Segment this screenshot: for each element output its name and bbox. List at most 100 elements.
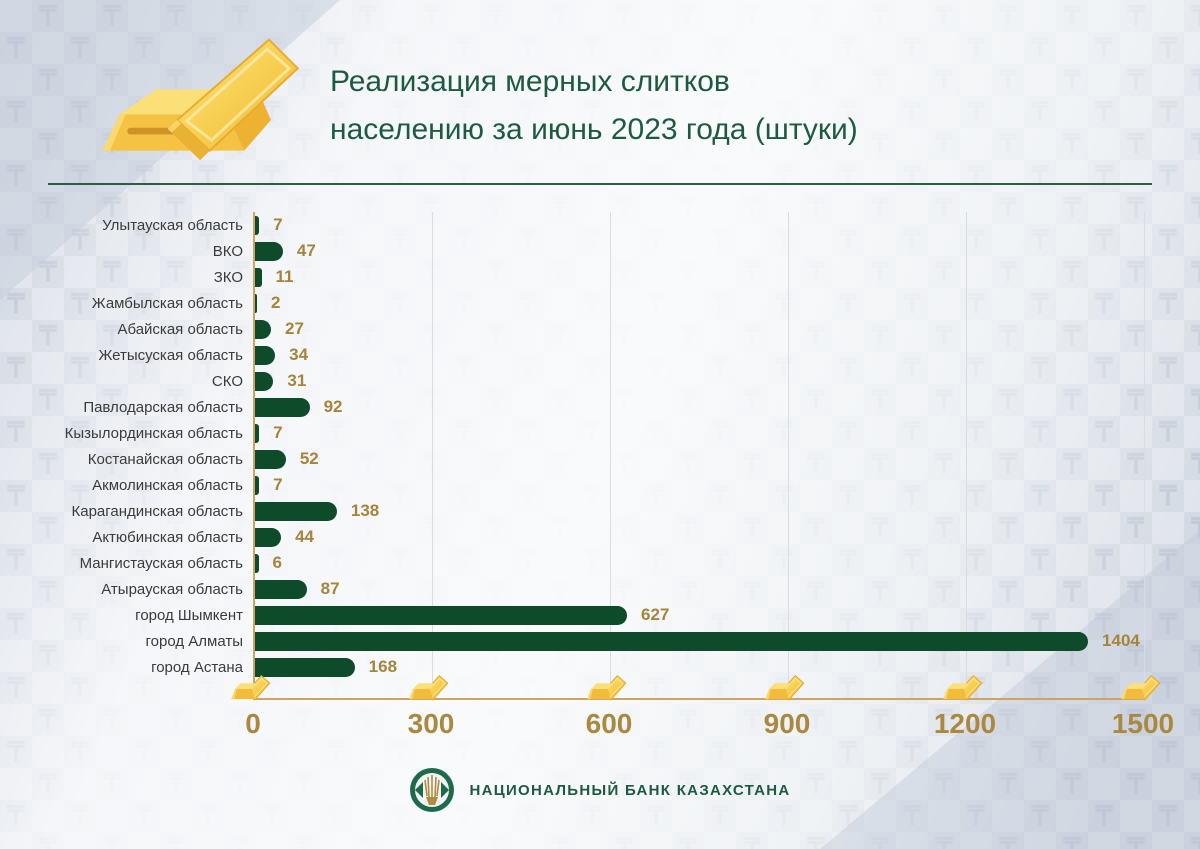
bar-value-label: 47 bbox=[296, 241, 316, 260]
row-label: ЗКО bbox=[213, 268, 243, 286]
bar-value-label: 27 bbox=[285, 319, 304, 338]
x-axis-tick-label: 1200 bbox=[933, 708, 997, 739]
bar-value-label: 31 bbox=[287, 371, 307, 390]
page-title-line1: Реализация мерных слитков bbox=[330, 65, 730, 98]
row-label: СКО bbox=[211, 372, 243, 390]
row-label: Улытауская область bbox=[102, 216, 243, 234]
bar-value-label: 1404 bbox=[1102, 631, 1140, 650]
row-label: город Астана bbox=[151, 658, 243, 676]
chart-row: Абайская область 27 bbox=[40, 316, 1160, 342]
bar-track: 47 bbox=[255, 241, 1145, 261]
row-label: Атырауская область bbox=[101, 580, 243, 598]
gold-bars-tick-icon bbox=[407, 671, 451, 701]
row-label: Жетысуская область bbox=[98, 346, 243, 364]
row-label: Павлодарская область bbox=[83, 398, 243, 416]
chart-row: Мангистауская область 6 bbox=[40, 550, 1160, 576]
chart-row: Улытауская область 7 bbox=[40, 212, 1160, 238]
chart-row: Карагандинская область 138 bbox=[40, 498, 1160, 524]
bar bbox=[255, 345, 276, 365]
bar-track: 7 bbox=[255, 475, 1145, 495]
chart-row: Костанайская область 52 bbox=[40, 446, 1160, 472]
gold-bars-tick-icon bbox=[941, 671, 985, 701]
bar-track: 168 bbox=[255, 657, 1145, 677]
bar-value-label: 92 bbox=[323, 397, 343, 416]
bank-name: НАЦИОНАЛЬНЫЙ БАНК КАЗАХСТАНА bbox=[469, 781, 791, 799]
chart-row: СКО 31 bbox=[40, 368, 1160, 394]
bar-value-label: 7 bbox=[273, 475, 283, 494]
bar bbox=[255, 293, 257, 313]
bar-track: 34 bbox=[255, 345, 1145, 365]
x-axis-tick-label: 0 bbox=[245, 708, 261, 739]
x-axis-tick-label: 600 bbox=[585, 708, 633, 739]
chart-row: Акмолинская область 7 bbox=[40, 472, 1160, 498]
bar-value-label: 7 bbox=[273, 423, 283, 442]
bar-track: 27 bbox=[255, 319, 1145, 339]
gold-bars-tick-icon bbox=[763, 671, 807, 701]
bar-value-label: 6 bbox=[272, 553, 283, 572]
bar-track: 6 bbox=[255, 553, 1145, 573]
chart-row: город Шымкент 627 bbox=[40, 602, 1160, 628]
gold-bars-icon bbox=[102, 38, 300, 161]
row-label: Акмолинская область bbox=[92, 476, 243, 494]
chart-row: Актюбинская область 44 bbox=[40, 524, 1160, 550]
bar bbox=[255, 631, 1089, 651]
bar bbox=[255, 319, 272, 339]
chart-row: город Алматы 1404 bbox=[40, 628, 1160, 654]
bar bbox=[255, 449, 286, 469]
footer: НАЦИОНАЛЬНЫЙ БАНК КАЗАХСТАНА bbox=[0, 762, 1200, 818]
nbk-wheat-emblem-icon bbox=[410, 768, 455, 812]
chart-row: Павлодарская область 92 bbox=[40, 394, 1160, 420]
gold-bars-tick-icon bbox=[229, 671, 273, 701]
bar-track: 7 bbox=[255, 215, 1145, 235]
bar-value-label: 168 bbox=[368, 657, 398, 676]
gold-bars-tick-icon bbox=[585, 671, 629, 701]
bar bbox=[255, 215, 260, 235]
bar bbox=[255, 267, 262, 287]
bar-track: 627 bbox=[255, 605, 1145, 625]
bar-value-label: 44 bbox=[295, 527, 315, 546]
bar-track: 52 bbox=[255, 449, 1145, 469]
row-label: Кызылординская область bbox=[64, 424, 243, 442]
page-title: Реализация мерных слитков населению за и… bbox=[330, 58, 858, 154]
bar-track: 44 bbox=[255, 527, 1145, 547]
x-axis-tick-label: 300 bbox=[407, 708, 455, 739]
chart-row: Жетысуская область 34 bbox=[40, 342, 1160, 368]
bar-value-label: 627 bbox=[641, 605, 670, 624]
bar-track: 1404 bbox=[255, 631, 1145, 651]
bar-value-label: 52 bbox=[299, 449, 319, 468]
chart-row: ВКО 47 bbox=[40, 238, 1160, 264]
chart-row: Кызылординская область 7 bbox=[40, 420, 1160, 446]
chart-row: ЗКО 11 bbox=[40, 264, 1160, 290]
bar-value-label: 138 bbox=[350, 501, 380, 520]
row-label: Карагандинская область bbox=[71, 502, 243, 520]
bar-value-label: 34 bbox=[289, 345, 309, 364]
x-axis-tick-label: 1500 bbox=[1111, 708, 1175, 739]
row-label: Мангистауская область bbox=[79, 554, 243, 572]
chart-rows: Улытауская область 7 ВКО 47 ЗКО 11 Жамбылская … bbox=[40, 212, 1160, 680]
bar bbox=[255, 501, 337, 521]
header-separator bbox=[48, 183, 1152, 185]
bar-chart: Улытауская область 7 ВКО 47 ЗКО 11 Жамбылская … bbox=[40, 212, 1174, 752]
bar bbox=[255, 371, 274, 391]
bar-track: 138 bbox=[255, 501, 1145, 521]
chart-row: Жамбылская область 2 bbox=[40, 290, 1160, 316]
bar-track: 2 bbox=[255, 293, 1145, 313]
bar-track: 11 bbox=[255, 267, 1145, 287]
page-title-line2: населению за июнь 2023 года (штуки) bbox=[330, 113, 858, 146]
bar bbox=[255, 475, 260, 495]
bar bbox=[255, 423, 260, 443]
row-label: ВКО bbox=[212, 242, 243, 260]
row-label: Костанайская область bbox=[87, 450, 243, 468]
bar-track: 92 bbox=[255, 397, 1145, 417]
row-label: Жамбылская область bbox=[91, 294, 243, 312]
bar-track: 7 bbox=[255, 423, 1145, 443]
bar-track: 31 bbox=[255, 371, 1145, 391]
bar-value-label: 87 bbox=[320, 579, 340, 598]
bar-value-label: 11 bbox=[275, 267, 294, 286]
row-label: Актюбинская область bbox=[92, 528, 243, 546]
x-axis-tick-label: 900 bbox=[763, 708, 811, 739]
bar bbox=[255, 397, 310, 417]
chart-row: Атырауская область 87 bbox=[40, 576, 1160, 602]
bar-track: 87 bbox=[255, 579, 1145, 599]
